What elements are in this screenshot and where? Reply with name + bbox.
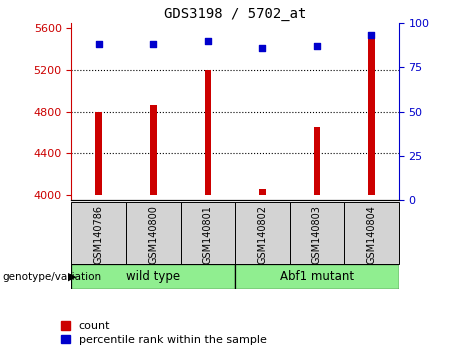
Text: ▶: ▶ [68, 272, 76, 282]
Bar [344, 202, 399, 264]
Text: genotype/variation: genotype/variation [2, 272, 101, 282]
Text: GSM140804: GSM140804 [366, 205, 377, 264]
Bar [235, 264, 399, 289]
Bar [368, 32, 375, 195]
Text: Abf1 mutant: Abf1 mutant [280, 270, 354, 282]
Text: GSM140800: GSM140800 [148, 205, 158, 264]
Legend: count, percentile rank within the sample: count, percentile rank within the sample [61, 321, 266, 345]
Bar [71, 264, 235, 289]
Text: GSM140786: GSM140786 [94, 205, 104, 264]
Bar [205, 70, 211, 195]
Point [149, 41, 157, 47]
Bar [313, 127, 320, 195]
Text: GSM140801: GSM140801 [203, 205, 213, 264]
Title: GDS3198 / 5702_at: GDS3198 / 5702_at [164, 7, 306, 21]
Bar [71, 202, 126, 264]
Bar [126, 202, 181, 264]
Point [313, 43, 321, 49]
Bar [150, 105, 157, 195]
Point [204, 38, 212, 44]
Bar [259, 189, 266, 195]
Text: GSM140802: GSM140802 [257, 205, 267, 264]
Bar [181, 202, 235, 264]
Point [368, 33, 375, 38]
Point [259, 45, 266, 51]
Text: wild type: wild type [126, 270, 180, 282]
Bar [290, 202, 344, 264]
Point [95, 41, 102, 47]
Text: GSM140803: GSM140803 [312, 205, 322, 264]
Bar [95, 112, 102, 195]
Bar [235, 202, 290, 264]
